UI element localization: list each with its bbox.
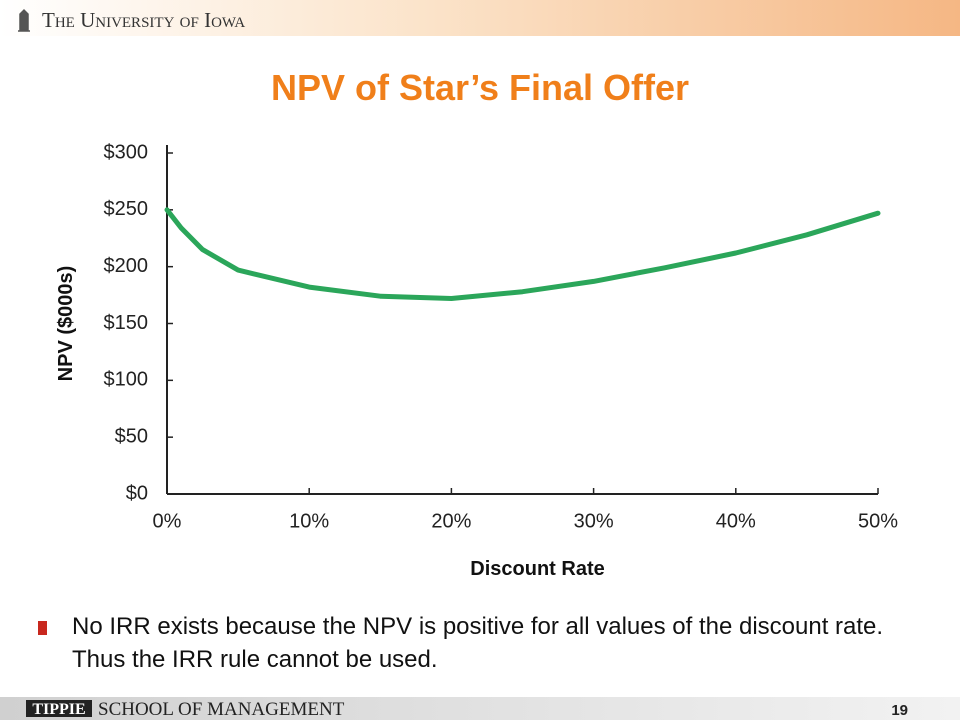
y-axis-title: NPV ($000s) <box>55 266 77 382</box>
chart: $0 $50 $100 $150 $200 $250 $300 0% 10% 20% 30% 40% 5… <box>55 141 898 580</box>
footer-school: School of Management <box>98 699 345 720</box>
footer-brand: TIPPIE <box>32 701 85 718</box>
y-tick-label: $50 <box>115 425 148 447</box>
chart-title: NPV of Star’s Final Offer <box>271 67 689 108</box>
footer-brand-box <box>26 700 92 717</box>
header-bar <box>0 0 960 36</box>
footer-bar <box>0 697 960 720</box>
bullet-box: No IRR exists because the NPV is positiv… <box>72 613 884 673</box>
x-tick-label: 30% <box>574 510 614 532</box>
x-axis-title: Discount Rate <box>470 558 604 580</box>
x-tick-label: 0% <box>153 510 182 532</box>
x-tick-label: 40% <box>716 510 756 532</box>
bullet-marker <box>38 621 47 635</box>
header-logo <box>18 8 30 32</box>
page-number: 19 <box>891 702 908 719</box>
x-tick-label: 10% <box>289 510 329 532</box>
x-tick-label: 50% <box>858 510 898 532</box>
y-tick-label: $200 <box>104 255 149 277</box>
x-tick-label: 20% <box>431 510 471 532</box>
y-tick-label: $150 <box>104 312 149 334</box>
header-institution: The University of Iowa <box>42 8 245 32</box>
y-tick-label: $0 <box>126 482 148 504</box>
line-series <box>164 207 881 301</box>
y-tick-label: $300 <box>104 141 149 163</box>
y-tick-label: $100 <box>104 369 149 391</box>
y-tick-label: $250 <box>104 198 149 220</box>
bullet-text: No IRR exists because the NPV is positiv… <box>72 613 884 673</box>
